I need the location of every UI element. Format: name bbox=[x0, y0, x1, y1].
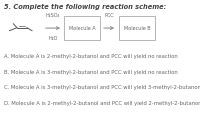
Text: PCC: PCC bbox=[104, 13, 114, 18]
Text: A. Molecule A is 2-methyl-2-butanol and PCC will yield no reaction: A. Molecule A is 2-methyl-2-butanol and … bbox=[4, 54, 178, 59]
Text: Molecule B: Molecule B bbox=[124, 26, 150, 31]
Text: B. Molecule A is 3-methyl-2-butanol and PCC will yield no reaction: B. Molecule A is 3-methyl-2-butanol and … bbox=[4, 70, 178, 75]
Text: H₂O: H₂O bbox=[48, 36, 58, 41]
Text: H₂SO₄: H₂SO₄ bbox=[46, 13, 60, 18]
Bar bbox=[119, 16, 155, 40]
Text: C. Molecule A is 3-methyl-2-butanol and PCC will yield 3-methyl-2-butanone: C. Molecule A is 3-methyl-2-butanol and … bbox=[4, 85, 200, 90]
Bar bbox=[64, 16, 100, 40]
Text: D. Molecule A is 2-methyl-2-butanol and PCC will yield 2-methyl-2-butanone: D. Molecule A is 2-methyl-2-butanol and … bbox=[4, 101, 200, 106]
Text: 5. Complete the following reaction scheme:: 5. Complete the following reaction schem… bbox=[4, 4, 166, 10]
Text: Molecule A: Molecule A bbox=[69, 26, 95, 31]
